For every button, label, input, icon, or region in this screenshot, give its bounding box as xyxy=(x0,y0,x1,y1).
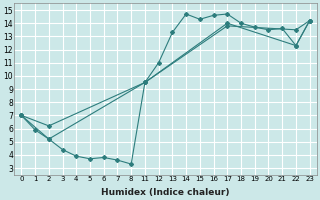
X-axis label: Humidex (Indice chaleur): Humidex (Indice chaleur) xyxy=(101,188,230,197)
